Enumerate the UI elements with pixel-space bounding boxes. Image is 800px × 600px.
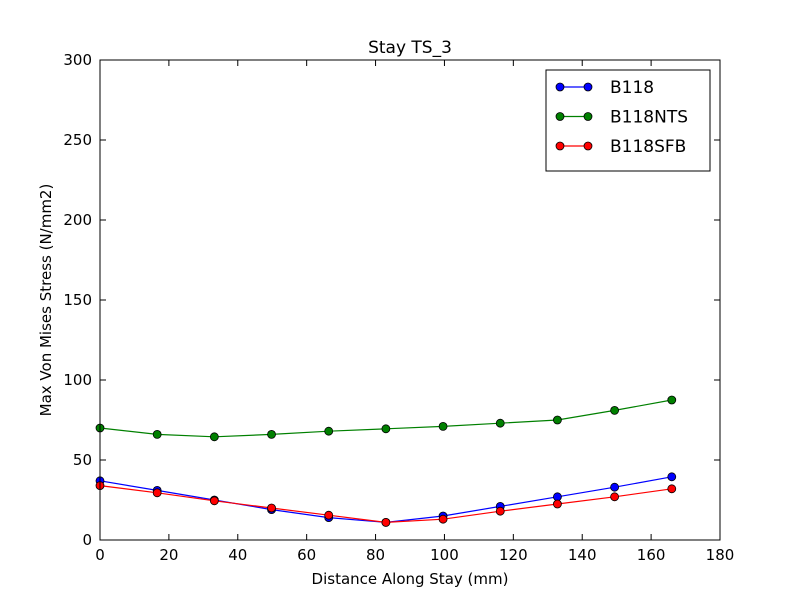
data-point-b118sfb bbox=[438, 514, 448, 524]
data-point-b118nts bbox=[381, 424, 391, 434]
data-point-b118nts bbox=[553, 415, 562, 425]
data-point-b118nts bbox=[438, 421, 448, 431]
data-point-b118sfb bbox=[324, 510, 334, 520]
y-tick-label: 200 bbox=[63, 211, 92, 229]
data-point-b118sfb bbox=[209, 496, 219, 506]
legend-marker-b118sfb bbox=[583, 141, 593, 151]
data-point-b118sfb bbox=[553, 499, 562, 509]
y-tick-label: 300 bbox=[63, 51, 92, 69]
legend-marker-b118nts bbox=[583, 112, 593, 121]
legend-label-b118sfb: B118SFB bbox=[610, 137, 686, 157]
data-point-b118sfb bbox=[610, 492, 619, 502]
y-axis-label: Max Von Mises Stress (N/mm2) bbox=[37, 184, 55, 417]
data-point-b118sfb bbox=[152, 488, 162, 498]
data-point-b118sfb bbox=[381, 518, 391, 527]
legend: B118 B118NTS B118SFB bbox=[545, 69, 711, 172]
chart-title: Stay TS_3 bbox=[368, 38, 452, 58]
x-tick-label: 140 bbox=[568, 546, 597, 564]
data-point-b118nts bbox=[667, 395, 677, 405]
x-tick-label: 100 bbox=[430, 546, 459, 564]
legend-marker-b118 bbox=[583, 82, 593, 92]
y-tick-label: 50 bbox=[73, 451, 92, 469]
legend-label-b118nts: B118NTS bbox=[610, 108, 688, 128]
y-tick-label: 0 bbox=[82, 531, 92, 549]
x-tick-label: 0 bbox=[95, 546, 105, 564]
x-tick-label: 180 bbox=[706, 546, 735, 564]
data-point-b118sfb bbox=[495, 506, 505, 516]
series-line-b118 bbox=[99, 476, 672, 524]
data-point-b118 bbox=[553, 492, 562, 502]
data-point-b118sfb bbox=[267, 503, 276, 513]
y-tick-label: 250 bbox=[63, 131, 92, 149]
data-point-b118nts bbox=[209, 432, 219, 442]
x-tick-label: 120 bbox=[499, 546, 528, 564]
y-tick-label: 100 bbox=[63, 371, 92, 389]
data-point-b118nts bbox=[324, 426, 334, 436]
legend-marker-b118sfb bbox=[555, 141, 565, 151]
x-tick-label: 20 bbox=[159, 546, 178, 564]
x-tick-label: 160 bbox=[637, 546, 666, 564]
data-point-b118nts bbox=[152, 429, 162, 439]
x-tick-label: 40 bbox=[228, 546, 247, 564]
data-point-b118nts bbox=[610, 405, 619, 415]
plot-area: 0 20 40 60 80 100 120 140 160 180 0 50 100 150 200 250 3… bbox=[63, 51, 734, 564]
legend-label-b118: B118 bbox=[610, 78, 654, 98]
data-point-b118sfb bbox=[667, 484, 677, 494]
x-axis-label: Distance Along Stay (mm) bbox=[312, 570, 509, 588]
series-line-b118sfb bbox=[99, 485, 672, 524]
y-tick-label: 150 bbox=[63, 291, 92, 309]
data-point-b118 bbox=[667, 472, 677, 482]
x-tick-label: 60 bbox=[297, 546, 316, 564]
data-point-b118 bbox=[610, 482, 619, 492]
x-tick-label: 80 bbox=[366, 546, 385, 564]
data-point-b118nts bbox=[267, 429, 276, 439]
legend-marker-b118nts bbox=[555, 112, 565, 121]
data-point-b118nts bbox=[495, 418, 505, 428]
legend-marker-b118 bbox=[555, 82, 565, 92]
